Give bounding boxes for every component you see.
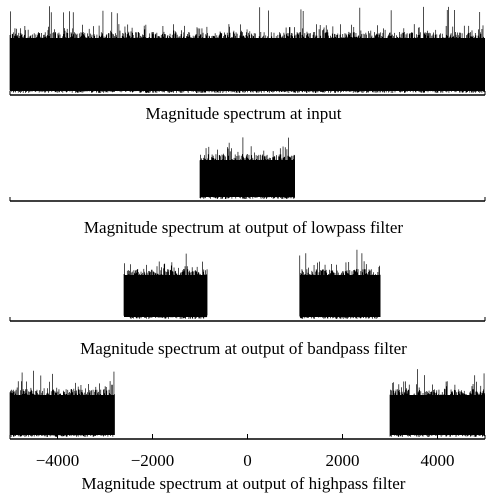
x-tick-label: −4000 [35,451,80,470]
spectrum-band-fill [200,160,295,197]
x-tick-label: 0 [243,451,252,470]
spectrum-panel-1 [9,6,486,96]
panel-caption: Magnitude spectrum at output of highpass… [81,474,406,493]
spectrum-panel-3 [9,249,486,322]
x-tick-label: −2000 [130,451,175,470]
spectrum-panel-4 [9,369,486,440]
x-tick-label: 4000 [420,451,455,470]
spectrum-band-fill [124,275,208,317]
panel-caption: Magnitude spectrum at input [145,104,342,123]
panel-caption: Magnitude spectrum at output of lowpass … [83,218,404,237]
spectrum-band-fill [10,38,485,91]
spectrum-band-fill [10,395,115,435]
spectrum-band-fill [299,275,381,317]
spectrum-band-fill [390,395,485,435]
x-tick-label: 2000 [325,451,360,470]
spectrum-panel-2 [9,137,486,202]
panel-caption: Magnitude spectrum at output of bandpass… [80,339,407,358]
